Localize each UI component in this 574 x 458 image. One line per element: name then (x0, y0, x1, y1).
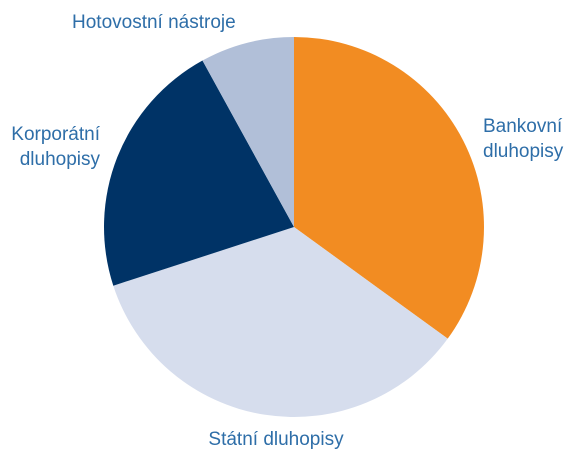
slice-label-line: Bankovní (483, 116, 563, 137)
slice-label-bankovni-dluhopisy: Bankovní dluhopisy (483, 114, 573, 164)
pie-slice-bankovni-dluhopisy (294, 37, 484, 339)
pie-slice-korporatni-dluhopisy (104, 60, 294, 286)
slice-label-line: dluhopisy (19, 149, 100, 170)
pie-slice-statni-dluhopisy (113, 227, 448, 417)
slice-label-line: Státní dluhopisy (208, 429, 344, 450)
slice-label-line: Hotovostní nástroje (72, 12, 236, 33)
slice-label-korporatni-dluhopisy: Korporátní dluhopisy (2, 122, 100, 172)
slice-label-statni-dluhopisy: Státní dluhopisy (176, 427, 376, 452)
slice-label-hotovostni-nastroje: Hotovostní nástroje (72, 10, 292, 35)
slice-label-line: Korporátní (11, 124, 100, 145)
slice-label-line: dluhopisy (483, 141, 564, 162)
pie-slice-hotovostni-nastroje (202, 37, 294, 227)
